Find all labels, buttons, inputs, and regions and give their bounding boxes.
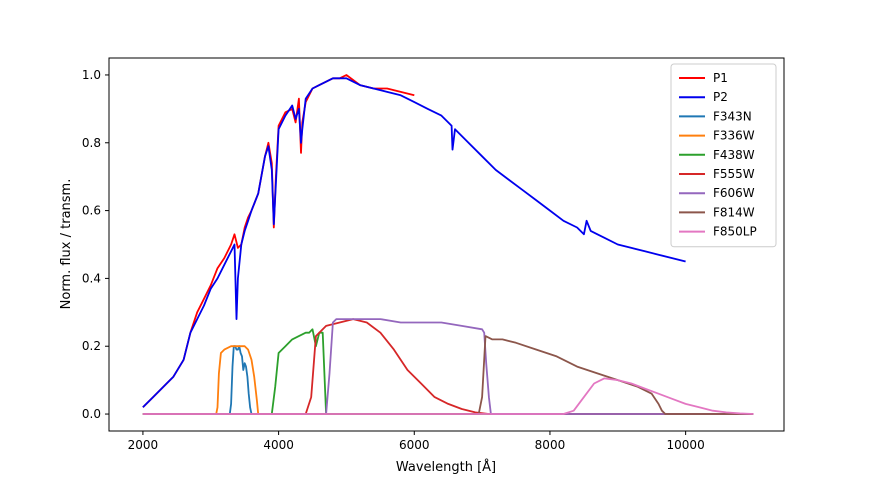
plot-frame (108, 57, 785, 432)
legend-label: P1 (713, 71, 728, 85)
y-tick-label: 0.4 (82, 271, 101, 285)
legend-label: F555W (713, 167, 755, 181)
x-tick-label: 6000 (399, 438, 430, 452)
y-tick-label: 0.0 (82, 407, 101, 421)
y-tick-label: 1.0 (82, 68, 101, 82)
y-tick-label: 0.6 (82, 204, 101, 218)
series-line-f336w (142, 345, 754, 415)
legend-label: F850LP (713, 225, 757, 239)
x-axis-label: Wavelength [Å] (396, 459, 496, 475)
legend-label: F606W (713, 186, 755, 200)
legend-label: F343N (713, 109, 752, 123)
y-axis-label: Norm. flux / transm. (59, 179, 74, 310)
x-tick-label: 8000 (535, 438, 566, 452)
legend-label: F336W (713, 129, 755, 143)
series-line-f850lp (142, 377, 754, 415)
x-tick-label: 10000 (667, 438, 705, 452)
x-tick-label: 2000 (128, 438, 159, 452)
legend: P1 P2 F343N F336W F438W F555W F606W F814W F850LP (670, 63, 777, 248)
legend-label: F814W (713, 205, 755, 219)
x-tick-label: 4000 (263, 438, 294, 452)
series-line-f555w (142, 318, 754, 415)
series-layer (142, 74, 754, 415)
series-line-p2 (142, 77, 686, 408)
series-line-f438w (142, 328, 754, 415)
legend-label: F438W (713, 148, 755, 162)
x-axis: 2000 4000 6000 8000 10000 (128, 431, 705, 452)
y-tick-label: 0.8 (82, 136, 101, 150)
series-line-f814w (142, 335, 754, 415)
legend-box (670, 63, 777, 248)
series-line-f606w (142, 318, 754, 415)
y-tick-label: 0.2 (82, 339, 101, 353)
legend-label: P2 (713, 90, 728, 104)
y-axis: 0.0 0.2 0.4 0.6 0.8 1.0 (82, 68, 109, 421)
series-line-f343n (142, 345, 754, 415)
